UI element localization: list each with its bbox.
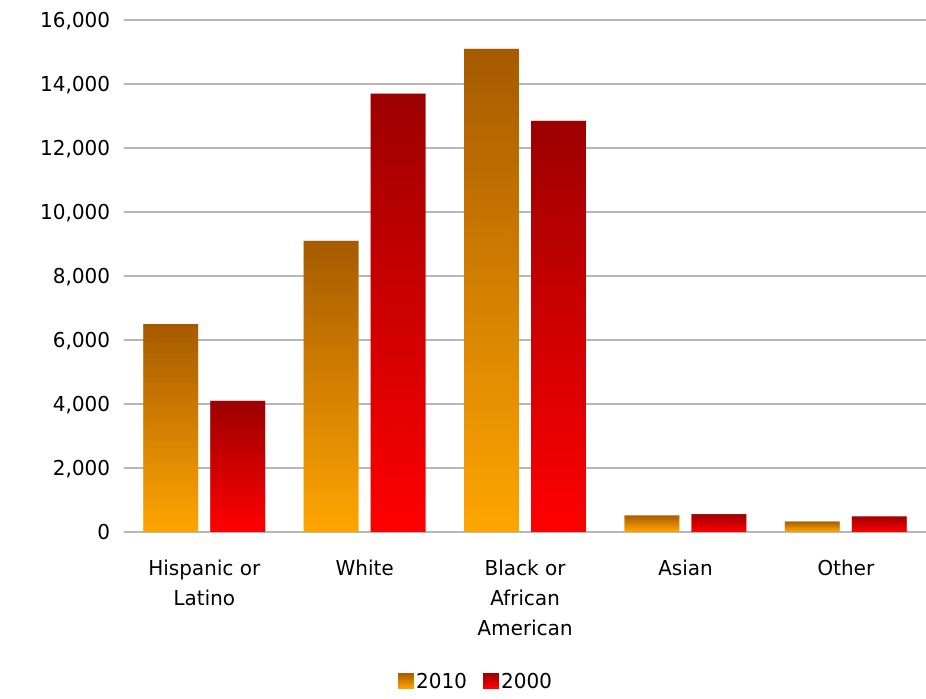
x-category-label: White (336, 556, 394, 580)
bars (143, 48, 907, 533)
x-category-label: Other (817, 556, 875, 580)
x-axis-category-labels: Hispanic or Latino White Black or African Ame… (148, 556, 875, 640)
bar-2000 (210, 400, 266, 532)
bar-2000 (851, 516, 907, 532)
y-tick-label: 10,000 (40, 200, 110, 224)
bar-2010 (464, 48, 519, 533)
bar-2000 (531, 120, 586, 533)
x-category-label: Asian (658, 556, 713, 580)
bar-2010 (143, 324, 199, 532)
bar-2010 (784, 521, 840, 532)
y-tick-label: 8,000 (53, 264, 110, 288)
y-axis-tick-labels: 0 2,000 4,000 6,000 8,000 10,000 12,000 14,000 1… (40, 8, 110, 544)
x-category-label: Black or African American (477, 556, 572, 640)
bar-2000 (691, 514, 747, 532)
y-tick-label: 0 (97, 520, 110, 544)
legend: 2010 2000 (398, 669, 552, 693)
y-tick-label: 2,000 (53, 456, 110, 480)
bar-2010 (624, 515, 680, 532)
y-tick-label: 16,000 (40, 8, 110, 32)
x-category-label: Hispanic or Latino (148, 556, 261, 610)
y-tick-label: 6,000 (53, 328, 110, 352)
legend-label-2010: 2010 (416, 669, 467, 693)
y-tick-label: 14,000 (40, 72, 110, 96)
legend-label-2000: 2000 (501, 669, 552, 693)
bar-2010 (303, 240, 359, 533)
bar-2000 (370, 93, 426, 532)
legend-swatch-2000 (483, 673, 499, 689)
y-tick-label: 4,000 (53, 392, 110, 416)
legend-swatch-2010 (398, 673, 414, 689)
y-tick-label: 12,000 (40, 136, 110, 160)
